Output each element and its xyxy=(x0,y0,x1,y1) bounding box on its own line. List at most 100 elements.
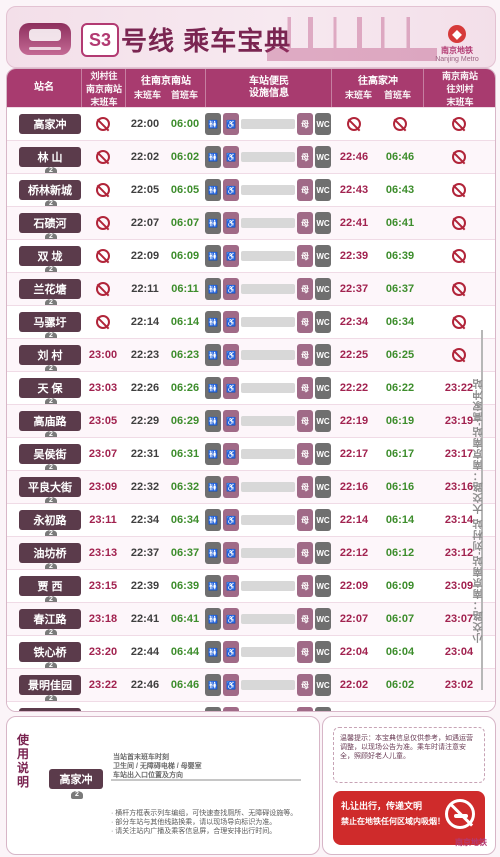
header-banner: S3 号线 乘车宝典 ◆ 南京地铁 Nanjing Metro xyxy=(6,6,496,68)
station-name: 永初路 xyxy=(19,510,81,530)
exit-icon: 2 xyxy=(45,266,57,274)
gaojiachong-first-cell: 06:02 xyxy=(377,669,423,701)
table-row: 贾 西 2 23:15 22:39 06:39 🚻 ♿ 母 WC 22:09 06:09 23:09 xyxy=(7,569,495,604)
nanjingnan-first-time: 06:09 xyxy=(170,250,200,262)
nanjingnan-last-cell: 22:05 xyxy=(125,174,165,206)
restroom-icon: 🚻 xyxy=(205,146,221,168)
accessible-elevator-icon: ♿ xyxy=(223,443,239,465)
nanjingnan-to-liucun-time: 23:16 xyxy=(444,481,474,493)
nanjingnan-first-cell: 06:32 xyxy=(165,471,205,503)
bottom-section: 使用说明 高家冲 2 当站首末班车时刻 卫生间 / 无障碍电梯 / 母婴室 车站… xyxy=(6,716,496,855)
liucun-last-cell: 23:15 xyxy=(81,570,125,602)
liucun-last-cell: 23:05 xyxy=(81,405,125,437)
nanjingnan-last-cell: 22:37 xyxy=(125,537,165,569)
nanjingnan-first-time: 06:23 xyxy=(170,349,200,361)
liucun-last-cell xyxy=(81,702,125,711)
nanjingnan-first-time: 06:11 xyxy=(171,283,199,295)
station-name: 平良大街 xyxy=(19,477,81,497)
metro-logo: ◆ 南京地铁 Nanjing Metro xyxy=(433,25,481,63)
accessible-elevator-icon: ♿ xyxy=(223,212,239,234)
nanjingnan-last-cell: 22:26 xyxy=(125,372,165,404)
restroom-icon: 🚻 xyxy=(205,509,221,531)
nanjingnan-first-cell: 06:29 xyxy=(165,405,205,437)
gaojiachong-last-time: 22:12 xyxy=(339,547,369,559)
gaojiachong-first-cell: 06:46 xyxy=(377,141,423,173)
restroom-icon: 🚻 xyxy=(205,707,221,711)
nanjingnan-to-liucun-time: 23:14 xyxy=(444,514,474,526)
logo-sub: Nanjing Metro xyxy=(435,56,479,63)
nanjingnan-last-time: 22:09 xyxy=(130,250,160,262)
table-row: 刘 村 2 23:00 22:23 06:23 🚻 ♿ 母 WC 22:25 06:25 xyxy=(7,338,495,373)
exit-icon: 2 xyxy=(45,167,57,175)
gaojiachong-first-time: 06:34 xyxy=(385,316,415,328)
sample-exit-icon: 2 xyxy=(71,791,83,799)
col-amenities: 车站便民 设施信息 xyxy=(205,69,332,107)
nursing-room-icon: 母 xyxy=(297,641,313,663)
nursing-room-icon: 母 xyxy=(297,377,313,399)
nanjingnan-first-cell: 06:34 xyxy=(165,504,205,536)
nursing-room-icon: 母 xyxy=(297,212,313,234)
gaojiachong-last-time: 22:39 xyxy=(339,250,369,262)
platform-diagram xyxy=(241,218,295,228)
nanjingnan-first-cell: 06:41 xyxy=(165,603,205,635)
station-name: 马骡圩 xyxy=(19,312,81,332)
nanjingnan-last-time: 22:37 xyxy=(130,547,160,559)
sample-notes: 当站首末班车时刻 卫生间 / 无障碍电梯 / 母婴室 车站出入口位置及方向 xyxy=(113,754,202,779)
toilet-icon: WC xyxy=(315,179,331,201)
accessible-elevator-icon: ♿ xyxy=(223,575,239,597)
no-service-icon xyxy=(96,282,110,296)
platform-diagram xyxy=(241,548,295,558)
nursing-room-icon: 母 xyxy=(297,311,313,333)
liucun-last-cell: 23:00 xyxy=(81,339,125,371)
nanjingnan-to-liucun-cell xyxy=(423,108,495,140)
no-service-icon xyxy=(452,216,466,230)
table-row: 林 山 2 22:02 06:02 🚻 ♿ 母 WC 22:46 06:46 xyxy=(7,140,495,175)
toilet-icon: WC xyxy=(315,146,331,168)
nanjingnan-to-liucun-cell xyxy=(423,273,495,305)
platform-diagram xyxy=(241,119,295,129)
gaojiachong-last-time: 22:07 xyxy=(339,613,369,625)
gaojiachong-last-cell: 22:22 xyxy=(331,372,377,404)
nanjingnan-to-liucun-cell: 23:04 xyxy=(423,636,495,668)
gaojiachong-first-cell: 06:12 xyxy=(377,537,423,569)
accessible-elevator-icon: ♿ xyxy=(223,146,239,168)
restroom-icon: 🚻 xyxy=(205,377,221,399)
gaojiachong-first-cell: 06:14 xyxy=(377,504,423,536)
nanjingnan-last-time: 22:00 xyxy=(130,118,160,130)
gaojiachong-last-time: 22:14 xyxy=(339,514,369,526)
gaojiachong-first-time: 06:22 xyxy=(385,382,415,394)
nanjingnan-first-time: 06:26 xyxy=(170,382,200,394)
station-name: 双 垅 xyxy=(19,246,81,266)
nanjingnan-first-cell: 06:05 xyxy=(165,174,205,206)
liucun-last-cell: 23:22 xyxy=(81,669,125,701)
restroom-icon: 🚻 xyxy=(205,278,221,300)
toilet-icon: WC xyxy=(315,509,331,531)
nanjingnan-last-cell: 22:31 xyxy=(125,438,165,470)
gaojiachong-last-cell: 22:19 xyxy=(331,405,377,437)
nanjingnan-to-liucun-cell: 23:00 xyxy=(423,702,495,711)
restroom-icon: 🚻 xyxy=(205,344,221,366)
nanjingnan-last-cell: 22:29 xyxy=(125,405,165,437)
reminder-box: 温馨提示：本宝典信息仅供参考，如遇运营调整，以现场公告为准。乘车时请注意安全，照… xyxy=(333,727,485,783)
restroom-icon: 🚻 xyxy=(205,674,221,696)
gaojiachong-first-cell: 06:37 xyxy=(377,273,423,305)
station-name: 景明佳园 xyxy=(19,675,81,695)
liucun-last-cell xyxy=(81,174,125,206)
station-name: 高庙路 xyxy=(19,411,81,431)
liucun-last-cell: 23:18 xyxy=(81,603,125,635)
exit-icon: 2 xyxy=(45,299,57,307)
nanjingnan-first-time: 06:07 xyxy=(170,217,200,229)
nanjingnan-to-liucun-cell xyxy=(423,207,495,239)
restroom-icon: 🚻 xyxy=(205,179,221,201)
gaojiachong-first-time: 06:09 xyxy=(385,580,415,592)
table-row: 马骡圩 2 22:14 06:14 🚻 ♿ 母 WC 22:34 06:34 xyxy=(7,305,495,340)
nursing-room-icon: 母 xyxy=(297,410,313,432)
route-note-line xyxy=(481,330,483,690)
gaojiachong-last-cell: 22:46 xyxy=(331,141,377,173)
